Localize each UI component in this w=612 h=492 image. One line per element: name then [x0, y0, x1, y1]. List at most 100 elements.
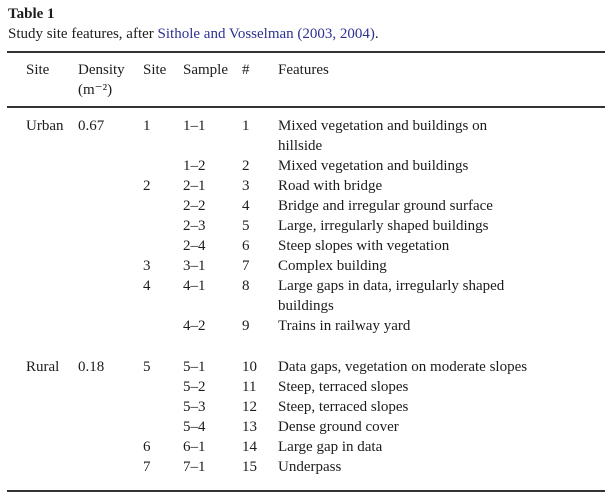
cell-site	[7, 276, 78, 316]
cell-features: Large, irregularly shaped buildings	[278, 218, 489, 234]
cell-site: Rural	[26, 359, 60, 375]
table-row: 2–2 4 Bridge and irregular ground surfac…	[7, 196, 605, 216]
cell-sample: 1–2	[183, 158, 206, 174]
table-body: Urban 0.67 1 1–1 1 Mixed vegetation and …	[7, 107, 605, 491]
cell-sample: 6–1	[183, 439, 206, 455]
cell-features: Steep, terraced slopes	[278, 379, 409, 395]
cell-sample: 7–1	[183, 459, 206, 475]
table-row: Urban 0.67 1 1–1 1 Mixed vegetation and …	[7, 107, 605, 156]
cell-sample: 5–4	[183, 419, 206, 435]
cell-site	[7, 437, 78, 457]
table-row: 3 3–1 7 Complex building	[7, 256, 605, 276]
cell-site: Urban	[26, 118, 64, 134]
cell-sample: 5–3	[183, 399, 206, 415]
table-header: Site Density (m⁻²) Site Sample # Features	[7, 52, 605, 108]
cell-site-number: 7	[143, 459, 151, 475]
table-row: 5–2 11 Steep, terraced slopes	[7, 377, 605, 397]
cell-site-number	[143, 397, 183, 417]
cell-density	[78, 397, 143, 417]
cell-sample: 3–1	[183, 258, 206, 274]
cell-number: 6	[242, 238, 250, 254]
table-row: 2–3 5 Large, irregularly shaped building…	[7, 216, 605, 236]
cell-site	[7, 196, 78, 216]
header-density: Density (m⁻²)	[78, 52, 143, 108]
cell-number: 5	[242, 218, 250, 234]
cell-number: 14	[242, 439, 257, 455]
cell-site-number	[143, 156, 183, 176]
cell-number: 12	[242, 399, 257, 415]
cell-density	[78, 316, 143, 336]
table-row: Rural 0.18 5 5–1 10 Data gaps, vegetatio…	[7, 336, 605, 377]
cell-number: 1	[242, 118, 250, 134]
cell-site-number: 5	[143, 359, 151, 375]
cell-sample: 4–2	[183, 318, 206, 334]
cell-features: Road with bridge	[278, 178, 383, 194]
cell-features: Mixed vegetation and buildings on hillsi…	[278, 118, 488, 154]
cell-site-number: 2	[143, 178, 151, 194]
cell-density	[78, 437, 143, 457]
cell-density	[78, 377, 143, 397]
cell-site	[7, 417, 78, 437]
cell-number: 13	[242, 419, 257, 435]
cell-density	[78, 156, 143, 176]
cell-number: 3	[242, 178, 250, 194]
cell-density	[78, 276, 143, 316]
cell-number: 15	[242, 459, 257, 475]
cell-site	[7, 377, 78, 397]
cell-sample: 2–1	[183, 178, 206, 194]
caption-text-suffix: .	[374, 26, 379, 42]
cell-features: Mixed vegetation and buildings	[278, 158, 469, 174]
table-title: Table 1	[8, 6, 55, 22]
cell-site-number: 3	[143, 258, 151, 274]
table-row: 1–2 2 Mixed vegetation and buildings	[7, 156, 605, 176]
cell-density	[78, 216, 143, 236]
cell-number: 8	[242, 278, 250, 294]
cell-site	[7, 176, 78, 196]
table-row: 5–4 13 Dense ground cover	[7, 417, 605, 437]
cell-features: Steep, terraced slopes	[278, 399, 409, 415]
cell-features: Data gaps, vegetation on moderate slopes	[278, 359, 528, 375]
cell-site-number	[143, 196, 183, 216]
table-row: 7 7–1 15 Underpass	[7, 457, 605, 491]
cell-site-number: 1	[143, 118, 151, 134]
cell-site	[7, 256, 78, 276]
table-caption: Study site features, after Sithole and V…	[8, 25, 605, 44]
cell-features: Trains in railway yard	[278, 318, 411, 334]
cell-site	[7, 236, 78, 256]
table-row: 6 6–1 14 Large gap in data	[7, 437, 605, 457]
cell-site	[7, 397, 78, 417]
table-row: 2 2–1 3 Road with bridge	[7, 176, 605, 196]
cell-site	[7, 216, 78, 236]
cell-features: Complex building	[278, 258, 387, 274]
table-row: 4–2 9 Trains in railway yard	[7, 316, 605, 336]
header-row: Site Density (m⁻²) Site Sample # Features	[7, 52, 605, 108]
cell-site	[7, 156, 78, 176]
cell-site	[7, 316, 78, 336]
cell-number: 10	[242, 359, 257, 375]
citation-link[interactable]: Sithole and Vosselman (2003, 2004)	[157, 26, 375, 42]
cell-features: Bridge and irregular ground surface	[278, 198, 493, 214]
cell-site-number	[143, 417, 183, 437]
cell-density	[78, 196, 143, 216]
cell-features: Large gaps in data, irregularly shaped b…	[278, 278, 505, 314]
cell-density	[78, 457, 143, 491]
cell-density: 0.67	[78, 118, 105, 134]
cell-features: Large gap in data	[278, 439, 383, 455]
study-site-table: Site Density (m⁻²) Site Sample # Features…	[7, 51, 605, 492]
cell-number: 4	[242, 198, 250, 214]
cell-sample: 4–1	[183, 278, 206, 294]
table-row: 4 4–1 8 Large gaps in data, irregularly …	[7, 276, 605, 316]
cell-number: 11	[242, 379, 257, 395]
header-number: #	[242, 52, 278, 108]
header-site-number: Site	[143, 52, 183, 108]
header-features: Features	[278, 52, 605, 108]
cell-density	[78, 236, 143, 256]
cell-density	[78, 256, 143, 276]
header-sample: Sample	[183, 52, 242, 108]
cell-sample: 2–4	[183, 238, 206, 254]
cell-site-number	[143, 216, 183, 236]
cell-density	[78, 417, 143, 437]
cell-sample: 5–1	[183, 359, 206, 375]
caption-text-prefix: Study site features, after	[8, 26, 158, 42]
